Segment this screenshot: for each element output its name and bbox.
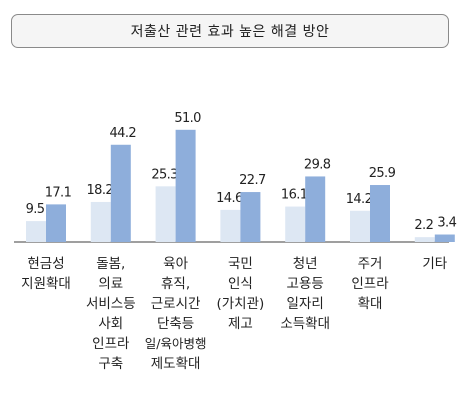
category-label-line: 돌봄, bbox=[96, 256, 126, 272]
category-label-line: 일자리 bbox=[286, 296, 324, 312]
value-label-series1-4: 14.6 bbox=[216, 191, 243, 206]
category-label-line: 제도확대 bbox=[150, 356, 201, 372]
category-label-line: 단축등 bbox=[156, 316, 195, 332]
category-label-line: 인프라 bbox=[351, 276, 389, 292]
value-label-series2-2: 44.2 bbox=[110, 126, 137, 141]
bar-series2-6 bbox=[370, 185, 390, 242]
value-label-series1-6: 14.2 bbox=[346, 192, 373, 207]
bar-series1-5 bbox=[285, 206, 306, 242]
bar-series2-1 bbox=[46, 204, 66, 242]
chart-title-box: 저출산 관련 효과 높은 해결 방안 bbox=[11, 14, 449, 48]
bar-series1-6 bbox=[350, 210, 370, 242]
bar-series1-1 bbox=[26, 221, 46, 242]
bar-series2-5 bbox=[305, 176, 326, 242]
category-label-7: 기타 bbox=[403, 254, 463, 274]
bar-series1-4 bbox=[220, 209, 241, 242]
category-label-line: 육아 bbox=[163, 256, 189, 272]
category-label-line: 지원확대 bbox=[21, 276, 71, 292]
category-label-line: 소득확대 bbox=[280, 316, 331, 332]
bar-series2-7 bbox=[434, 234, 455, 242]
chart-title: 저출산 관련 효과 높은 해결 방안 bbox=[130, 24, 330, 40]
value-label-series2-1: 17.1 bbox=[45, 185, 72, 200]
category-label-line: 근로시간 bbox=[150, 296, 201, 312]
category-label-line: (가치관) bbox=[216, 296, 265, 312]
bar-series1-3 bbox=[155, 186, 176, 242]
category-label-line: 현금성 bbox=[27, 256, 65, 272]
category-label-line: 고용등 bbox=[286, 276, 324, 292]
value-label-series2-6: 25.9 bbox=[369, 166, 396, 181]
value-label-series2-5: 29.8 bbox=[304, 157, 331, 172]
bar-series1-2 bbox=[90, 201, 111, 242]
category-label-line: 휴직, bbox=[161, 276, 191, 292]
category-label-line: 일/육아병행 bbox=[144, 336, 207, 351]
category-label-line: 제고 bbox=[227, 316, 253, 332]
category-label-line: 확대 bbox=[357, 296, 383, 312]
category-label-line: 서비스등 bbox=[85, 296, 136, 312]
value-label-series2-3: 51.0 bbox=[174, 111, 201, 126]
bar-series2-3 bbox=[175, 129, 196, 242]
value-label-series1-1: 9.5 bbox=[26, 202, 45, 217]
bar-series1-7 bbox=[414, 237, 435, 242]
category-label-line: 인프라 bbox=[92, 336, 130, 352]
category-label-line: 구축 bbox=[98, 356, 124, 372]
category-label-line: 기타 bbox=[422, 256, 448, 272]
category-label-line: 청년 bbox=[292, 256, 318, 272]
value-label-series2-7: 3.4 bbox=[437, 216, 456, 231]
category-label-line: 인식 bbox=[227, 276, 253, 292]
value-label-series1-2: 18.2 bbox=[87, 183, 114, 198]
value-label-series2-4: 22.7 bbox=[239, 173, 266, 188]
category-label-line: 주거 bbox=[357, 256, 383, 272]
value-label-series1-5: 16.1 bbox=[281, 188, 308, 203]
value-label-series1-7: 2.2 bbox=[414, 218, 433, 233]
value-label-series1-3: 25.3 bbox=[151, 167, 178, 182]
category-label-line: 의료 bbox=[98, 276, 124, 292]
bar-series2-4 bbox=[240, 192, 261, 242]
bar-series2-2 bbox=[110, 144, 131, 242]
category-label-line: 국민 bbox=[227, 256, 253, 272]
category-label-line: 사회 bbox=[98, 316, 124, 332]
